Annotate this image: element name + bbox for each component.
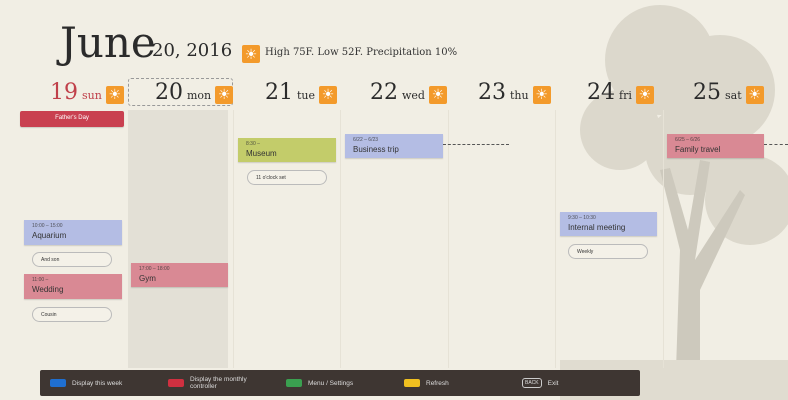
day-header-tue[interactable]: 21 tue ☀ (265, 80, 338, 105)
day-header-sat[interactable]: 25 sat ☀ (693, 80, 764, 105)
current-date: 20, 2016 (152, 40, 233, 61)
span-arrow-icon (443, 144, 509, 145)
sun-icon: ☀ (635, 86, 654, 104)
menu-settings-button[interactable]: Menu / Settings (276, 379, 394, 387)
sun-icon: ☀ (428, 86, 447, 104)
event-note: Weekly (568, 244, 648, 259)
green-key-icon (286, 379, 302, 387)
day-header-fri[interactable]: 24 fri ☀ (587, 80, 654, 105)
tree-background-image (560, 5, 788, 400)
footer-controls-bar: Display this week Display the monthly co… (40, 370, 640, 396)
yellow-key-icon (404, 379, 420, 387)
display-week-button[interactable]: Display this week (40, 379, 158, 387)
day-header-mon[interactable]: 20 mon ☀ (155, 80, 234, 105)
refresh-button[interactable]: Refresh (394, 379, 512, 387)
blue-key-icon (50, 379, 66, 387)
day-header-sun[interactable]: 19 sun ☀ (50, 80, 124, 105)
event-fathers-day[interactable]: Father's Day (20, 111, 124, 127)
weather-summary: High 75F. Low 52F. Precipitation 10% (265, 47, 458, 58)
today-column (128, 110, 228, 368)
monthly-controller-button[interactable]: Display the monthly controller (158, 376, 276, 390)
sun-cloud-icon: ☀ (105, 86, 124, 104)
sun-icon: ☀ (532, 86, 551, 104)
sun-cloud-icon: ☀ (319, 86, 338, 104)
event-business-trip[interactable]: 6/22 – 6/23 Business trip (345, 134, 443, 158)
event-family-travel[interactable]: 6/25 – 6/26 Family travel (667, 134, 764, 158)
sun-icon: ☀ (242, 45, 260, 63)
day-header-wed[interactable]: 22 wed ☀ (370, 80, 447, 105)
day-header-thu[interactable]: 23 thu ☀ (478, 80, 551, 105)
exit-button[interactable]: BACK Exit (512, 378, 630, 388)
event-note: 11 o'clock set (247, 170, 327, 185)
sun-icon: ☀ (745, 86, 764, 104)
event-museum[interactable]: 8:30 – Museum (238, 138, 336, 162)
event-gym[interactable]: 17:00 – 18:00 Gym (131, 263, 228, 287)
sun-icon: ☀ (215, 86, 234, 104)
back-key-icon: BACK (522, 378, 542, 388)
event-note: And son (32, 252, 112, 267)
span-arrow-icon (764, 144, 788, 145)
red-key-icon (168, 379, 184, 387)
event-wedding[interactable]: 11:00 – Wedding (24, 274, 122, 299)
event-note: Cousin (32, 307, 112, 322)
event-aquarium[interactable]: 10:00 – 15:00 Aquarium (24, 220, 122, 245)
month-title: June (60, 18, 156, 67)
event-internal-meeting[interactable]: 9:30 – 10:30 Internal meeting (560, 212, 657, 236)
